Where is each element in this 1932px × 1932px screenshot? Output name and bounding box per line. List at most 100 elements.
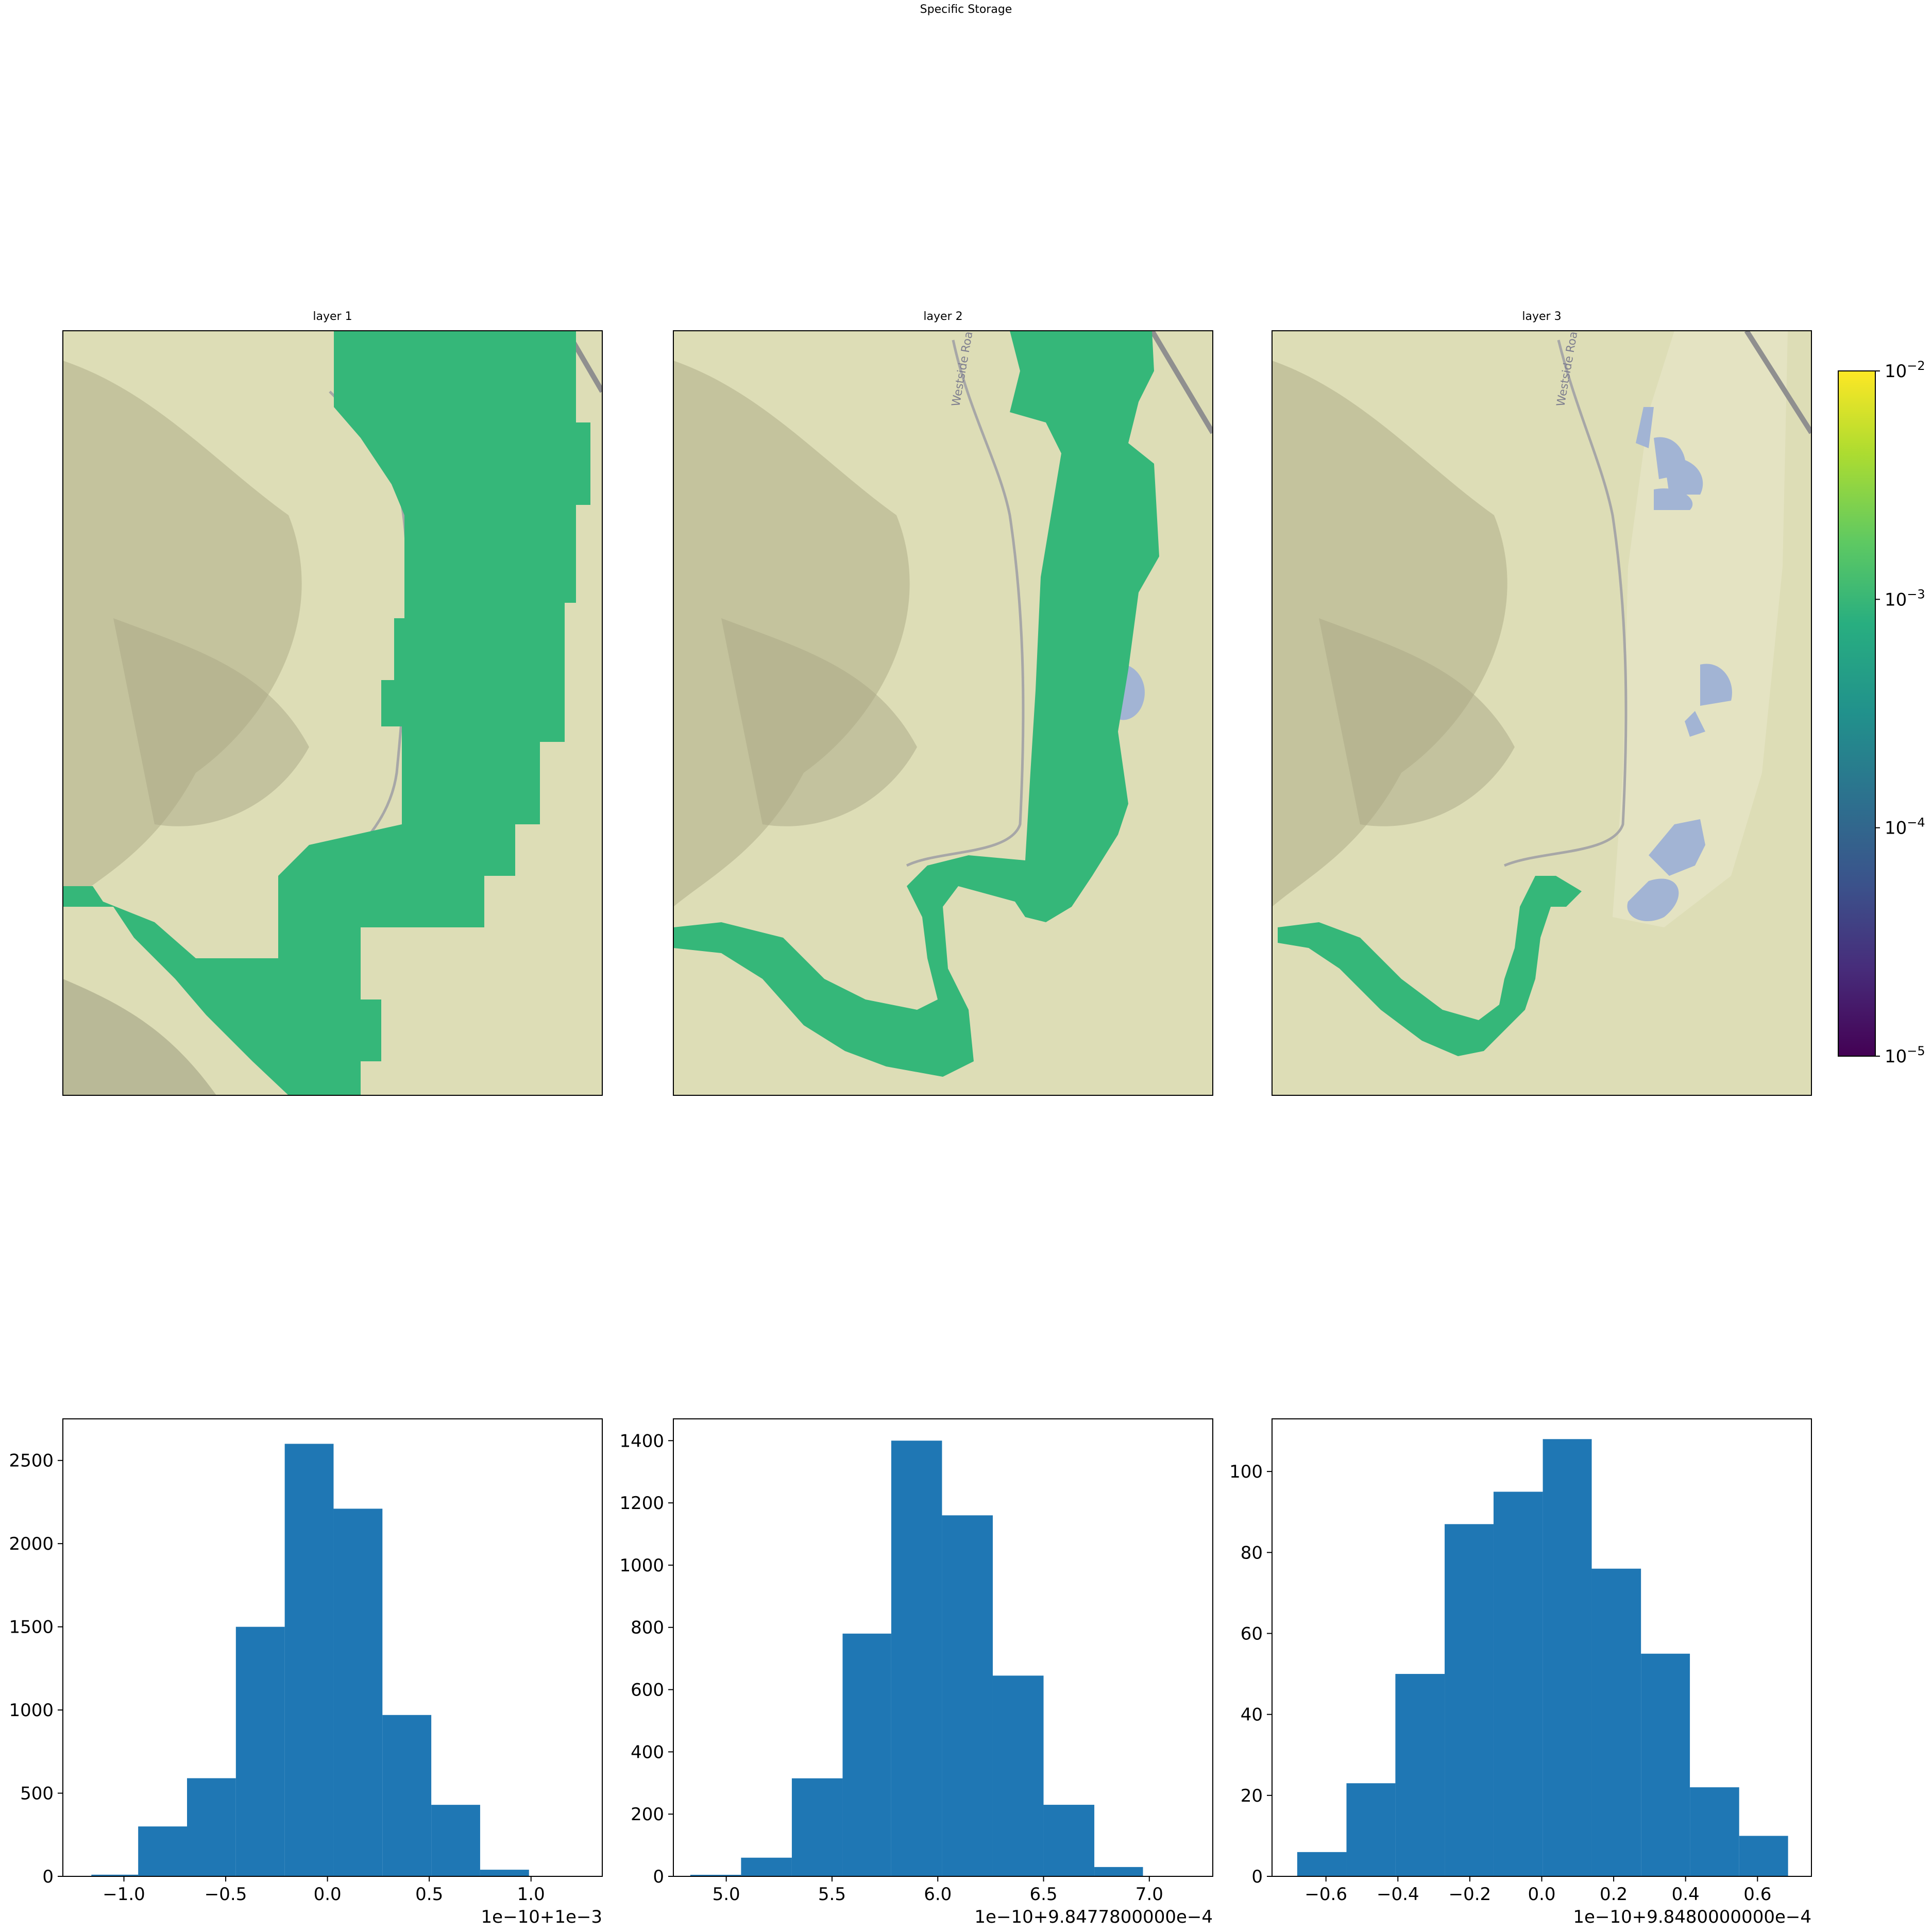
- y-tick-label: 600: [631, 1680, 664, 1701]
- histogram-bar: [333, 1509, 383, 1876]
- histogram-layer-1: −1.0 −0.5 0.0 0.5 1.0 0 500 1000 1500 2000 2500 1e−…: [9, 1418, 603, 1927]
- colorbar-gradient: [1838, 370, 1876, 1057]
- water-body: [1700, 664, 1732, 706]
- axis-offset-label: 1e−10+9.8477800000e−4: [974, 1907, 1213, 1927]
- hill-shading: [721, 618, 917, 826]
- x-tick-label: −0.4: [1377, 1884, 1419, 1905]
- figure-title: Specific Storage: [920, 3, 1012, 16]
- y-tick-label: 400: [631, 1742, 664, 1762]
- map-frame: [1272, 330, 1812, 1096]
- plot-frame: [62, 1418, 603, 1877]
- histogram-layer-3: −0.6 −0.4 −0.2 0.0 0.2 0.4 0.6 0 20 40 60 80 100 1e−1…: [1229, 1418, 1812, 1927]
- histogram-bar: [284, 1444, 334, 1876]
- histogram-bar: [138, 1826, 188, 1876]
- histogram-bar: [1297, 1852, 1347, 1876]
- histogram-bar: [1739, 1836, 1788, 1876]
- x-tick-label: 0.0: [314, 1884, 342, 1905]
- y-tick-label: 100: [1229, 1462, 1263, 1482]
- map-panel-layer-3: Westside Road: [1272, 331, 1811, 1095]
- x-tick-label: −0.2: [1449, 1884, 1492, 1905]
- colorbar-tick-label: 10−5: [1885, 1044, 1925, 1067]
- histogram-bar: [1641, 1653, 1690, 1876]
- x-tick-label: 5.5: [818, 1884, 846, 1905]
- hill-shading: [673, 361, 910, 907]
- y-tick-label: 1500: [9, 1617, 54, 1638]
- road: [1149, 331, 1213, 434]
- water-body: [1649, 819, 1705, 876]
- x-tick-label: 0.0: [1528, 1884, 1555, 1905]
- histogram-bar: [1591, 1568, 1641, 1876]
- x-tick-label: 0.4: [1672, 1884, 1700, 1905]
- y-tick-label: 2500: [9, 1451, 54, 1471]
- x-tick-label: 0.5: [415, 1884, 443, 1905]
- y-tick-label: 1000: [9, 1700, 54, 1721]
- hill-shading: [1272, 361, 1507, 907]
- y-tick-label: 40: [1241, 1705, 1263, 1725]
- road: [1744, 331, 1811, 434]
- y-tick-label: 20: [1241, 1786, 1263, 1806]
- x-tick-label: 7.0: [1136, 1884, 1163, 1905]
- road: [906, 340, 1025, 867]
- layer-1-extent: [63, 331, 590, 1095]
- road: [1504, 340, 1628, 867]
- x-tick-label: 0.2: [1600, 1884, 1628, 1905]
- hill-shading: [113, 618, 309, 826]
- y-tick-label: 1000: [619, 1555, 664, 1576]
- hill-shading: [63, 361, 302, 907]
- x-tick-label: −1.0: [103, 1884, 145, 1905]
- y-tick-label: 80: [1241, 1543, 1263, 1563]
- layer-3-extent: [1278, 876, 1582, 1056]
- histogram-bar: [791, 1778, 843, 1876]
- histogram-bar: [382, 1715, 432, 1876]
- water-body: [1664, 457, 1703, 495]
- map-title-layer-2: layer 2: [923, 310, 963, 323]
- x-tick-label: −0.5: [205, 1884, 247, 1905]
- histogram-bar: [690, 1874, 741, 1876]
- histogram-bar: [1395, 1674, 1445, 1876]
- histogram-bar: [741, 1857, 792, 1876]
- y-tick-label: 2000: [9, 1534, 54, 1554]
- colorbar-tick-label: 10−4: [1885, 816, 1925, 839]
- x-tick-label: 6.5: [1029, 1884, 1057, 1905]
- colorbar: 10−5 10−4 10−3 10−2: [1838, 359, 1925, 1067]
- y-tick-label: 0: [1251, 1867, 1263, 1887]
- histogram-bar: [1043, 1805, 1095, 1876]
- axis-offset-label: 1e−10+9.8480000000e−4: [1573, 1907, 1811, 1927]
- map-frame: [673, 330, 1213, 1096]
- x-tick-label: −0.6: [1304, 1884, 1347, 1905]
- y-tick-label: 500: [20, 1784, 54, 1804]
- water-body: [1685, 711, 1705, 737]
- colorbar-tick-label: 10−2: [1885, 359, 1925, 382]
- water-body: [1627, 878, 1679, 922]
- water-body: [1636, 407, 1654, 448]
- histogram-bar: [992, 1675, 1044, 1876]
- x-tick-label: 6.0: [924, 1884, 952, 1905]
- histogram-bar: [842, 1633, 891, 1876]
- x-tick-label: 1.0: [517, 1884, 545, 1905]
- x-tick-label: 0.6: [1743, 1884, 1771, 1905]
- histogram-bar: [942, 1515, 993, 1876]
- y-tick-label: 200: [631, 1804, 664, 1825]
- histogram-bar: [480, 1870, 529, 1876]
- layer-2-extent: [673, 331, 1159, 1077]
- y-tick-label: 0: [42, 1867, 54, 1887]
- y-tick-label: 800: [631, 1618, 664, 1638]
- histogram-bar: [1094, 1867, 1143, 1876]
- map-panel-layer-2: Westside Road: [673, 331, 1213, 1095]
- colorbar-tick-label: 10−3: [1885, 587, 1925, 610]
- y-tick-label: 0: [653, 1867, 664, 1887]
- histogram-bar: [1493, 1492, 1543, 1876]
- histogram-bar: [91, 1874, 139, 1876]
- histogram-layer-2: 5.0 5.5 6.0 6.5 7.0 0 200 400 600 800 1000 1200 1400…: [619, 1418, 1213, 1927]
- map-title-layer-3: layer 3: [1522, 310, 1562, 323]
- histogram-bar: [1346, 1783, 1396, 1876]
- histogram-bar: [1445, 1524, 1494, 1876]
- x-tick-label: 5.0: [713, 1884, 740, 1905]
- plot-frame: [673, 1418, 1213, 1877]
- histogram-bar: [891, 1440, 942, 1876]
- histogram-bar: [235, 1626, 285, 1876]
- histogram-bar: [1543, 1439, 1592, 1876]
- histogram-bar: [431, 1805, 480, 1876]
- map-title-layer-1: layer 1: [313, 310, 352, 323]
